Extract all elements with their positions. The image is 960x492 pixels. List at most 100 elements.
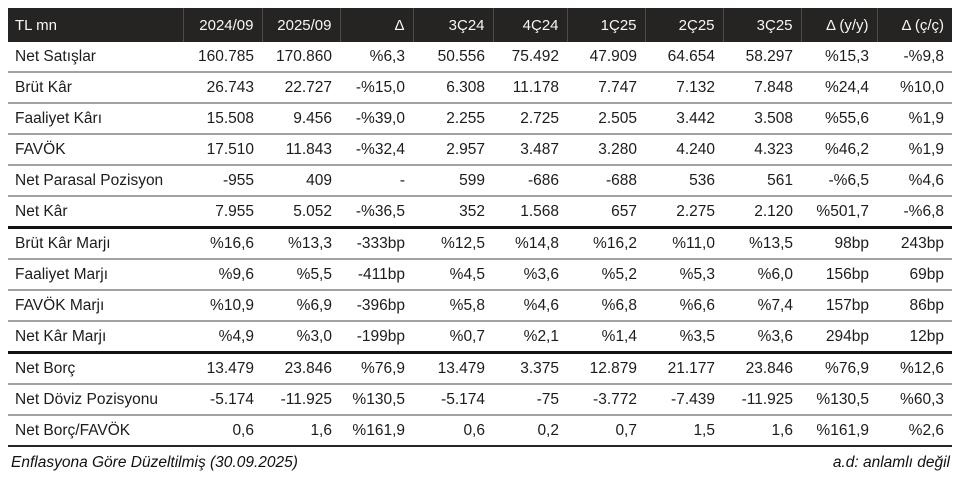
cell-value: 9.456 — [262, 103, 340, 135]
cell-value: 3.442 — [645, 103, 723, 135]
cell-value: %3,0 — [262, 321, 340, 354]
cell-value: %46,2 — [801, 134, 877, 166]
cell-value: %130,5 — [340, 384, 413, 416]
cell-value: 26.743 — [183, 72, 262, 104]
cell-value: %2,1 — [493, 321, 567, 354]
cell-value: 0,6 — [413, 415, 493, 447]
cell-value: 7.848 — [723, 72, 801, 104]
cell-value: 657 — [567, 196, 645, 229]
table-row: Net Borç 13.479 23.846 %76,9 13.479 3.375 12.8… — [8, 352, 952, 385]
financials-table: TL mn 2024/09 2025/09 Δ 3Ç24 4Ç24 1Ç25 2Ç25 3Ç25… — [8, 8, 952, 447]
cell-value: 352 — [413, 196, 493, 229]
cell-value: -5.174 — [183, 384, 262, 416]
column-header-unit: TL mn — [8, 8, 183, 42]
cell-value: %55,6 — [801, 103, 877, 135]
table-row: Brüt Kâr 26.743 22.727 -%15,0 6.308 11.178 7.7… — [8, 72, 952, 104]
row-label: Brüt Kâr — [8, 72, 183, 104]
cell-value: 157bp — [801, 290, 877, 322]
row-label: Net Parasal Pozisyon — [8, 165, 183, 197]
cell-value: %1,4 — [567, 321, 645, 354]
table-row: Faaliyet Kârı 15.508 9.456 -%39,0 2.255 2.725… — [8, 103, 952, 135]
cell-value: 5.052 — [262, 196, 340, 229]
cell-value: %76,9 — [801, 352, 877, 385]
cell-value: -%9,8 — [877, 42, 952, 73]
cell-value: 3.375 — [493, 352, 567, 385]
cell-value: - — [340, 165, 413, 197]
cell-value: 50.556 — [413, 42, 493, 73]
cell-value: %3,5 — [645, 321, 723, 354]
cell-value: -11.925 — [723, 384, 801, 416]
column-header: Δ (ç/ç) — [876, 8, 952, 42]
cell-value: %161,9 — [340, 415, 413, 447]
cell-value: %6,8 — [567, 290, 645, 322]
cell-value: 23.846 — [723, 352, 801, 385]
row-label: Net Kâr — [8, 196, 183, 229]
cell-value: %5,8 — [413, 290, 493, 322]
cell-value: 599 — [413, 165, 493, 197]
column-header: 4Ç24 — [492, 8, 567, 42]
cell-value: 409 — [262, 165, 340, 197]
footnote-abbreviation: a.d: anlamlı değil — [832, 454, 950, 471]
table-row: Faaliyet Marjı %9,6 %5,5 -411bp %4,5 %3,6 %5,2… — [8, 259, 952, 291]
table-row: Net Kâr Marjı %4,9 %3,0 -199bp %0,7 %2,1 %1,4%… — [8, 321, 952, 354]
row-label: FAVÖK Marjı — [8, 290, 183, 322]
cell-value: -%6,8 — [877, 196, 952, 229]
cell-value: 0,6 — [183, 415, 262, 447]
column-header: 3Ç25 — [722, 8, 801, 42]
cell-value: 3.487 — [493, 134, 567, 166]
cell-value: -7.439 — [645, 384, 723, 416]
cell-value: -686 — [493, 165, 567, 197]
cell-value: %10,0 — [877, 72, 952, 104]
cell-value: 2.120 — [723, 196, 801, 229]
column-header: Δ — [339, 8, 413, 42]
cell-value: %6,9 — [262, 290, 340, 322]
cell-value: %501,7 — [801, 196, 877, 229]
row-label: Net Kâr Marjı — [8, 321, 183, 354]
cell-value: %4,5 — [413, 259, 493, 291]
row-label: Net Borç/FAVÖK — [8, 415, 183, 447]
cell-value: 98bp — [801, 227, 877, 260]
row-label: FAVÖK — [8, 134, 183, 166]
cell-value: %6,0 — [723, 259, 801, 291]
column-header: 2025/09 — [261, 8, 340, 42]
cell-value: 22.727 — [262, 72, 340, 104]
cell-value: %1,9 — [877, 134, 952, 166]
cell-value: %16,2 — [567, 227, 645, 260]
cell-value: %5,5 — [262, 259, 340, 291]
cell-value: 75.492 — [493, 42, 567, 73]
cell-value: 2.725 — [493, 103, 567, 135]
cell-value: 13.479 — [413, 352, 493, 385]
cell-value: 1,6 — [262, 415, 340, 447]
cell-value: -333bp — [340, 227, 413, 260]
cell-value: %6,6 — [645, 290, 723, 322]
cell-value: -11.925 — [262, 384, 340, 416]
cell-value: 1,6 — [723, 415, 801, 447]
cell-value: %76,9 — [340, 352, 413, 385]
header-row: TL mn 2024/09 2025/09 Δ 3Ç24 4Ç24 1Ç25 2Ç25 3Ç25… — [8, 8, 952, 42]
cell-value: %130,5 — [801, 384, 877, 416]
table-row: Net Parasal Pozisyon -955 409-599 -686 -688 5… — [8, 165, 952, 197]
column-header: 3Ç24 — [412, 8, 493, 42]
cell-value: 0,2 — [493, 415, 567, 447]
row-label: Net Döviz Pozisyonu — [8, 384, 183, 416]
cell-value: %5,3 — [645, 259, 723, 291]
cell-value: %3,6 — [723, 321, 801, 354]
cell-value: 64.654 — [645, 42, 723, 73]
column-header: 1Ç25 — [566, 8, 645, 42]
row-label: Faaliyet Kârı — [8, 103, 183, 135]
cell-value: 12bp — [877, 321, 952, 354]
cell-value: 4.240 — [645, 134, 723, 166]
cell-value: 69bp — [877, 259, 952, 291]
cell-value: -396bp — [340, 290, 413, 322]
column-header: 2Ç25 — [644, 8, 723, 42]
cell-value: -%36,5 — [340, 196, 413, 229]
cell-value: 1.568 — [493, 196, 567, 229]
row-label: Faaliyet Marjı — [8, 259, 183, 291]
cell-value: 86bp — [877, 290, 952, 322]
cell-value: 58.297 — [723, 42, 801, 73]
cell-value: -75 — [493, 384, 567, 416]
cell-value: %11,0 — [645, 227, 723, 260]
cell-value: 12.879 — [567, 352, 645, 385]
cell-value: %10,9 — [183, 290, 262, 322]
footnote-inflation-adjusted: Enflasyona Göre Düzeltilmiş (30.09.2025) — [11, 454, 298, 471]
